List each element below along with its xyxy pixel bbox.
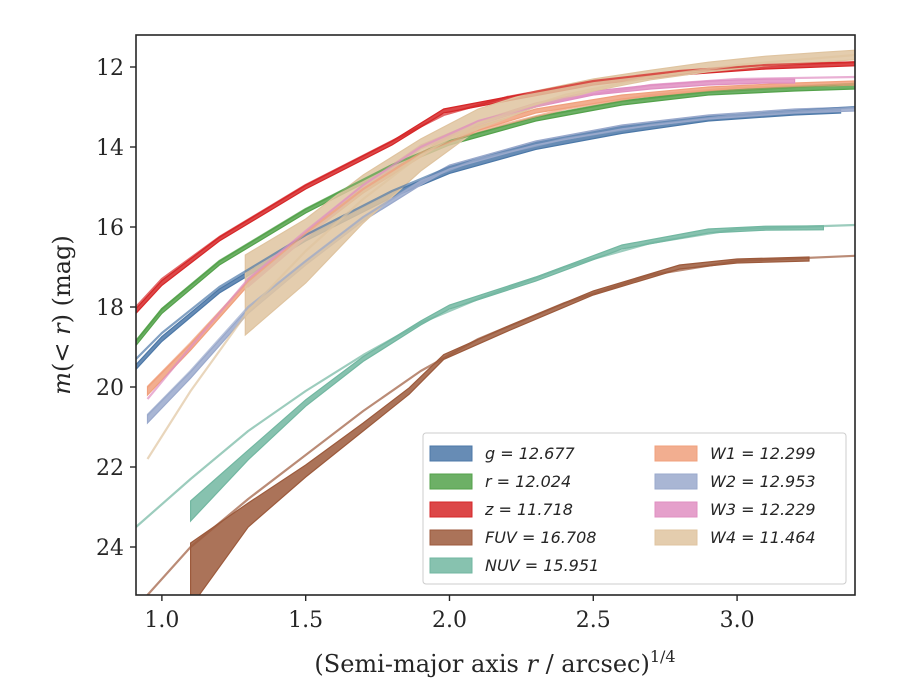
y-tick-label: 20 [96,376,124,401]
model-curve-w2 [146,106,855,416]
legend-swatch-w4 [654,529,698,546]
x-tick-label: 1.0 [144,608,179,633]
model-curve-w4 [146,53,855,460]
band-fuv [190,256,810,595]
x-axis-ticks: 1.0 1.5 2.0 2.5 3.0 [144,595,755,633]
x-tick-label: 2.0 [432,608,467,633]
legend-swatch-fuv [429,529,473,546]
band-w4 [244,49,855,337]
y-tick-label: 18 [96,296,124,321]
legend-label-w3: W3 = 12.229 [710,500,816,519]
y-tick-label: 22 [96,456,124,481]
x-axis-label: (Semi-major axis r / arcsec)1/4 [314,647,675,678]
legend-box [422,432,847,585]
legend-label-nuv: NUV = 15.951 [485,556,599,575]
legend-swatch-w1 [654,445,698,462]
y-tick-label: 24 [96,536,124,561]
legend-label-w1: W1 = 12.299 [710,444,816,463]
plot-frame [135,34,856,596]
legend-label-w2: W2 = 12.953 [710,472,816,491]
y-axis-label: m(< r) (mag) [48,235,76,395]
legend-label-w4: W4 = 11.464 [710,528,816,547]
model-curves [136,53,855,595]
legend-swatch-g [429,445,473,462]
legend-swatch-w3 [654,501,698,518]
y-axis-ticks: 12 14 16 18 20 22 24 [96,56,136,561]
legend-swatch-z [429,501,473,518]
legend-label-r: r = 12.024 [485,472,571,491]
model-curve-nuv [136,223,855,528]
legend-label-z: z = 11.718 [484,500,573,519]
legend-label-g: g = 12.677 [485,444,576,463]
legend-swatch-r [429,473,473,490]
y-tick-label: 14 [96,136,124,161]
x-tick-label: 1.5 [288,608,323,633]
y-tick-label: 12 [96,56,124,81]
y-tick-label: 16 [96,216,124,241]
x-tick-label: 2.5 [576,608,611,633]
model-curve-w3 [146,75,855,400]
x-tick-label: 3.0 [720,608,755,633]
legend: g = 12.677 r = 12.024 z = 11.718 FUV = 16.7… [422,432,847,585]
legend-swatch-w2 [654,473,698,490]
model-curve-fuv [146,254,855,595]
legend-swatch-nuv [429,557,473,574]
legend-label-fuv: FUV = 16.708 [485,528,596,547]
